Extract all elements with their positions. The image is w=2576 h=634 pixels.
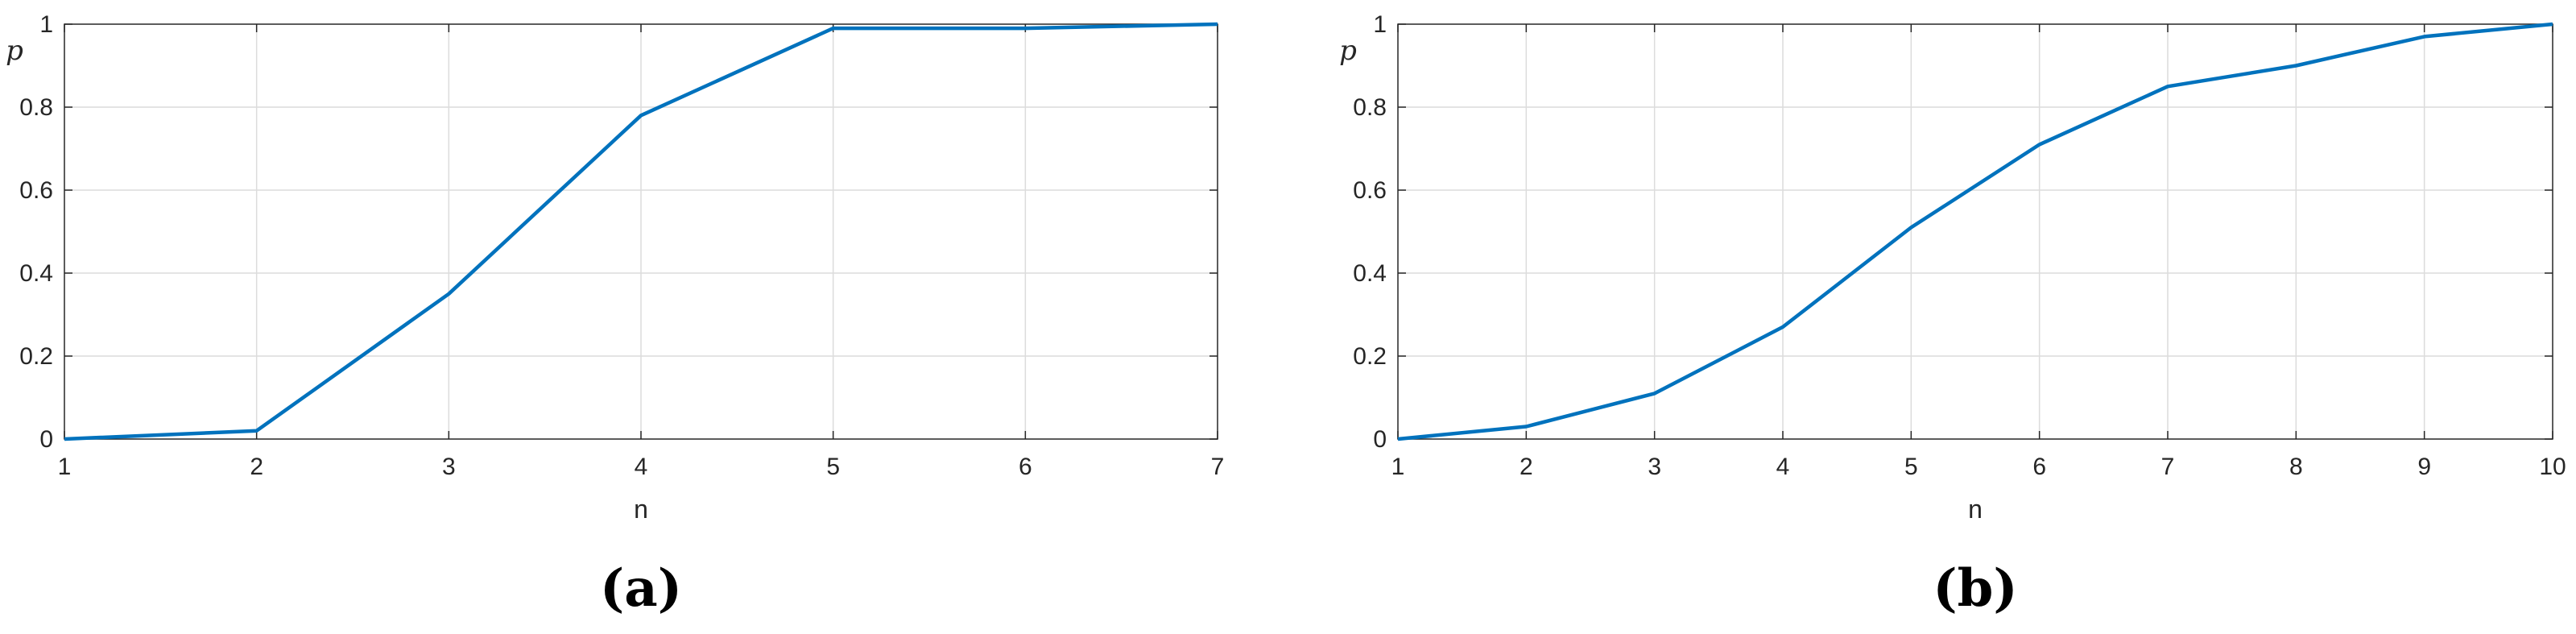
chart-panel-a: 1 2 3 4 5 6 7 0 0.2 0.4 0.6 0.8 1 n p (a) bbox=[6, 11, 1224, 619]
panel-label: (a) bbox=[600, 558, 682, 619]
x-tick-label: 1 bbox=[1391, 454, 1405, 480]
x-tick-label: 4 bbox=[635, 454, 648, 480]
y-tick-label: 1 bbox=[1373, 11, 1387, 38]
y-tick-label: 0.4 bbox=[19, 260, 53, 287]
x-tick-label: 6 bbox=[1019, 454, 1032, 480]
x-tick-label: 2 bbox=[1520, 454, 1533, 480]
chart-panel-b: 1 2 3 4 5 6 7 8 9 10 0 0.2 0.4 0.6 0.8 1 n p (b) bbox=[1339, 11, 2566, 619]
y-tick-label: 0 bbox=[1373, 426, 1387, 453]
y-tick-label: 0.4 bbox=[1353, 260, 1387, 287]
x-tick-label: 4 bbox=[1776, 454, 1790, 480]
x-axis-label: n bbox=[634, 495, 648, 524]
x-tick-label: 7 bbox=[1211, 454, 1225, 480]
series-line bbox=[64, 22, 1218, 441]
y-tick-label: 0.8 bbox=[19, 94, 53, 121]
y-axis-label: p bbox=[6, 35, 23, 67]
y-tick-label: 0.6 bbox=[1353, 177, 1387, 204]
x-tick-label: 2 bbox=[250, 454, 263, 480]
plot-frame bbox=[1397, 23, 2553, 440]
x-tick-label: 10 bbox=[2539, 454, 2566, 480]
x-tick-label: 5 bbox=[826, 454, 840, 480]
x-tick-label: 7 bbox=[2161, 454, 2175, 480]
x-tick-label: 9 bbox=[2417, 454, 2431, 480]
y-tick-label: 1 bbox=[39, 11, 53, 38]
y-axis-label: p bbox=[1339, 35, 1357, 67]
y-tick-label: 0 bbox=[39, 426, 53, 453]
x-tick-label: 6 bbox=[2032, 454, 2046, 480]
x-tick-label: 1 bbox=[58, 454, 72, 480]
x-axis-label: n bbox=[1968, 495, 1983, 524]
panel-label: (b) bbox=[1933, 558, 2017, 619]
y-tick-label: 0.2 bbox=[1353, 343, 1387, 370]
y-tick-label: 0.2 bbox=[19, 343, 53, 370]
x-tick-label: 8 bbox=[2289, 454, 2303, 480]
x-tick-label: 3 bbox=[442, 454, 456, 480]
y-tick-label: 0.6 bbox=[19, 177, 53, 204]
x-tick-label: 3 bbox=[1648, 454, 1661, 480]
x-tick-label: 5 bbox=[1904, 454, 1918, 480]
series-line bbox=[1397, 22, 2553, 441]
y-tick-label: 0.8 bbox=[1353, 94, 1387, 121]
